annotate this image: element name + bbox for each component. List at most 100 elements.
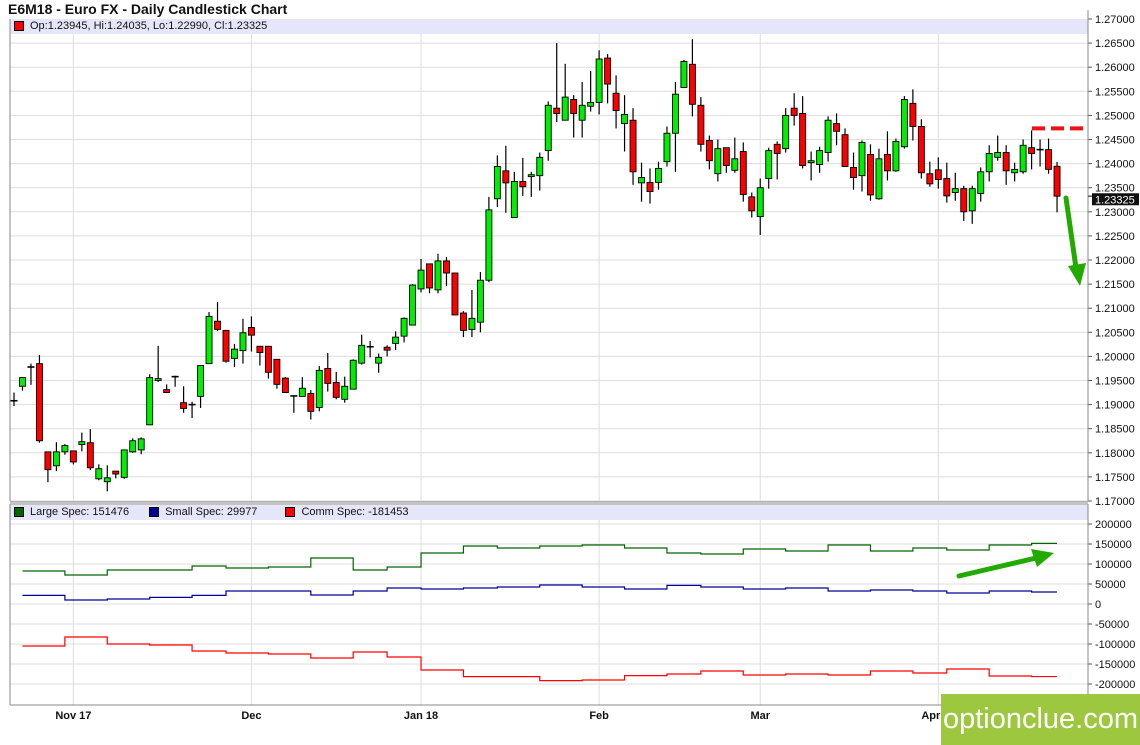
candle-up [680,60,688,88]
cot-line-small-spec [22,584,1058,601]
candle-down [688,63,696,105]
candle-up [527,174,535,178]
candle-down [960,188,968,213]
candle-down [86,442,94,469]
candle-up [137,438,145,451]
price-tick-label: 1.20000 [1095,351,1135,363]
price-tick-label: 1.21500 [1095,279,1135,291]
last-price-box [1092,193,1139,206]
candle-down [459,312,467,331]
candle-down [519,180,527,188]
candle-up [595,58,603,103]
candle-down [867,153,874,196]
candle-up [858,141,866,177]
candle-up [400,317,408,337]
price-tick-label: 1.23000 [1095,207,1135,219]
candle-down [883,153,891,172]
price-tick-label: 1.18000 [1095,448,1135,460]
candle-up [375,356,383,364]
cot-tick-label: 0 [1095,599,1101,611]
candle-up [510,180,518,219]
ohlc-legend: Op:1.23945, Hi:1.24035, Lo:1.22990, Cl:1… [14,20,267,32]
candle-down [324,368,332,384]
time-tick-label: Nov 17 [55,710,91,722]
candle-down [629,119,637,173]
price-tick-label: 1.21000 [1095,303,1135,315]
candle-up [103,477,111,483]
candle-down [926,173,934,185]
candle-up [663,132,671,163]
candle-down [612,92,620,112]
price-tick-label: 1.22000 [1095,255,1135,267]
price-tick-label: 1.19500 [1095,376,1135,388]
price-tick-label: 1.20500 [1095,327,1135,339]
time-tick-label: Mar [750,710,770,722]
candle-up [417,269,425,290]
candle-up [536,156,544,177]
cot-tick-label: 50000 [1095,579,1126,591]
ohlc-legend-swatch [14,21,24,31]
candle-down [264,345,272,373]
cot-tick-label: -200000 [1095,679,1135,691]
candle-down [383,346,391,351]
candle-down [841,134,849,167]
candle-up [476,279,484,323]
cot-line-large-spec [22,542,1058,576]
candle-up [95,468,103,480]
time-tick-label: Jan 18 [404,710,438,722]
candle-up [493,166,501,200]
candle-up [816,150,824,166]
candle-down [273,358,281,385]
candle-down [1002,152,1010,172]
chart-title: E6M18 - Euro FX - Daily Candlestick Char… [8,1,288,17]
candle-down [604,57,612,85]
candle-up [52,451,60,467]
candle-down [697,104,705,145]
candle-up [587,101,595,107]
candle-down [163,389,171,393]
watermark-logo: optionclue.com [941,694,1140,745]
small-spec-swatch [149,507,160,517]
candle-down [934,169,942,180]
candle-down [44,451,52,471]
candle-down [748,196,756,212]
candle-down [451,272,459,316]
candle-up [19,377,26,387]
candle-up [756,187,764,218]
candle-down [69,450,77,463]
candle-up [561,96,569,121]
candle-down [570,99,578,114]
candle-up [765,150,773,179]
candle-up [231,348,238,359]
candle-down [833,123,841,132]
candle-up [485,209,493,281]
candle-down [502,170,510,184]
candle-up [714,148,722,175]
cot-tick-label: -50000 [1095,619,1129,631]
cot-tick-label: 150000 [1095,539,1132,551]
comm-spec-swatch [285,507,296,517]
candle-up [1011,168,1019,174]
candle-down [799,113,807,166]
price-tick-label: 1.23500 [1095,183,1135,195]
price-tick-label: 1.26500 [1095,38,1135,50]
price-panel [10,33,1088,501]
candle-down [214,320,221,330]
price-tick-label: 1.24000 [1095,159,1135,171]
down-arrow-head-icon [1068,263,1086,286]
candle-down [553,107,561,114]
candle-up [968,188,976,212]
candle-up [392,336,400,344]
price-tick-label: 1.27000 [1095,14,1135,26]
candle-up [824,119,832,153]
candle-down [332,381,340,398]
small-spec-legend: Small Spec: 29977 [165,506,258,518]
candle-up [434,260,442,291]
candle-down [943,178,951,197]
candle-down [247,327,255,336]
candle-up [341,385,349,400]
candle-up [298,387,306,397]
candle-up [638,177,645,184]
large-spec-legend: Large Spec: 151476 [30,506,130,518]
candle-down [307,393,315,412]
